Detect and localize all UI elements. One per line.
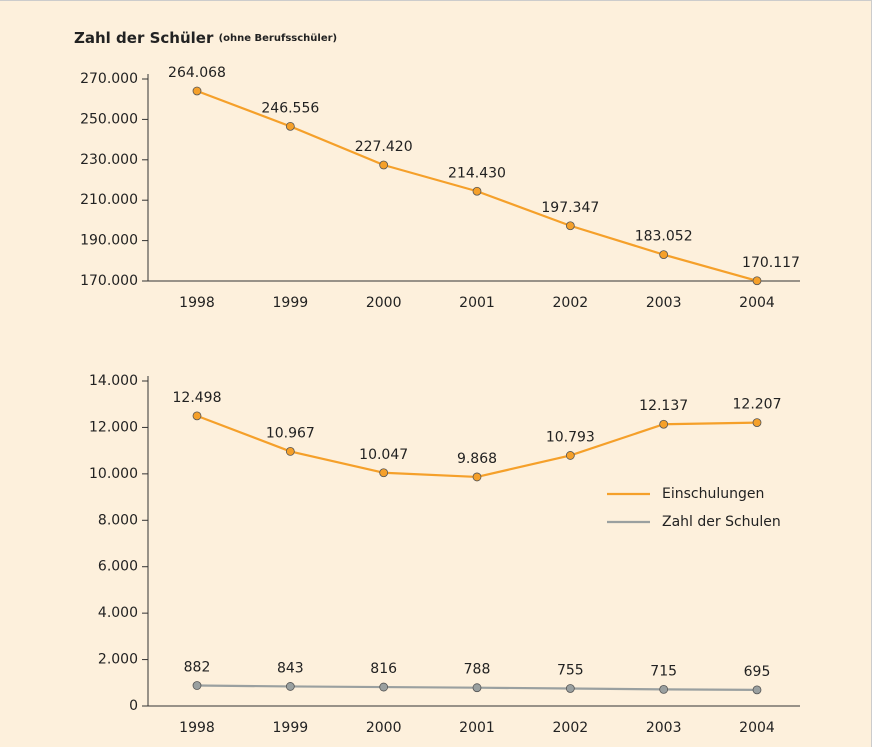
point (565, 684, 575, 693)
y-tick-label: 8.000 (98, 512, 138, 528)
x-tick-label: 2003 (646, 295, 682, 311)
data-label: 788 (464, 662, 491, 678)
data-label: 170.117 (742, 255, 800, 271)
point (659, 419, 669, 429)
point (285, 447, 295, 456)
data-label: 843 (277, 660, 304, 676)
data-label: 10.967 (266, 425, 315, 441)
x-tick-label: 1998 (179, 720, 215, 736)
y-tick-label: 2.000 (98, 652, 138, 668)
data-label: 816 (370, 661, 397, 677)
point (752, 418, 762, 428)
data-label: 882 (184, 660, 211, 676)
y-tick-label: 270.000 (80, 71, 138, 87)
data-label: 10.793 (546, 429, 595, 445)
title: Zahl der Schüler (74, 29, 214, 47)
data-label: 246.556 (261, 100, 319, 116)
point (192, 86, 202, 96)
data-label: 12.137 (639, 398, 688, 414)
x-tick-label: 2000 (366, 720, 402, 736)
data-label: 197.347 (541, 200, 599, 216)
data-label: 755 (557, 662, 584, 678)
point (565, 221, 575, 231)
y-tick-label: 250.000 (80, 111, 138, 127)
point (192, 411, 202, 421)
y-tick-label: 12.000 (89, 419, 138, 435)
point (472, 683, 482, 693)
y-tick-label: 4.000 (98, 605, 138, 621)
point (379, 468, 389, 478)
y-tick-label: 230.000 (80, 152, 138, 168)
data-label: 695 (744, 664, 771, 680)
x-tick-label: 1998 (179, 295, 215, 311)
x-tick-label: 2003 (646, 720, 682, 736)
x-tick-label: 2001 (459, 295, 495, 311)
x-tick-label: 2004 (739, 295, 775, 311)
data-label: 9.868 (457, 451, 497, 467)
legend-label: Einschulungen (662, 486, 764, 502)
x-tick-label: 2002 (553, 295, 589, 311)
data-label: 12.498 (173, 390, 222, 406)
point (472, 472, 482, 482)
point (659, 685, 669, 694)
chart-title: Zahl der Schüler (ohne Berufsschüler) (74, 29, 337, 47)
point (379, 682, 389, 692)
data-label: 214.430 (448, 165, 506, 181)
y-tick-label: 0 (129, 698, 138, 714)
point (752, 685, 762, 695)
subtitle: (ohne Berufsschüler) (219, 33, 338, 44)
x-tick-label: 2004 (739, 720, 775, 736)
x-tick-label: 2000 (366, 295, 402, 311)
data-label: 227.420 (355, 139, 413, 155)
y-tick-label: 14.000 (89, 373, 138, 389)
y-tick-label: 170.000 (80, 273, 138, 289)
data-label: 12.207 (733, 397, 782, 413)
point (659, 250, 669, 260)
point (565, 451, 575, 460)
point (379, 160, 389, 170)
x-tick-label: 1999 (273, 720, 309, 736)
point (192, 681, 202, 690)
y-tick-label: 210.000 (80, 192, 138, 208)
point (472, 186, 482, 196)
y-tick-label: 6.000 (98, 559, 138, 575)
data-label: 183.052 (635, 229, 693, 245)
x-tick-label: 2002 (553, 720, 589, 736)
point (285, 121, 295, 131)
x-tick-label: 2001 (459, 720, 495, 736)
data-label: 715 (650, 663, 677, 679)
point (752, 276, 762, 286)
data-label: 264.068 (168, 65, 226, 81)
x-tick-label: 1999 (273, 295, 309, 311)
legend-label: Zahl der Schulen (662, 514, 781, 530)
data-label: 10.047 (359, 447, 408, 463)
y-tick-label: 10.000 (89, 466, 138, 482)
point (285, 682, 295, 691)
line (196, 89, 758, 282)
y-tick-label: 190.000 (80, 233, 138, 249)
